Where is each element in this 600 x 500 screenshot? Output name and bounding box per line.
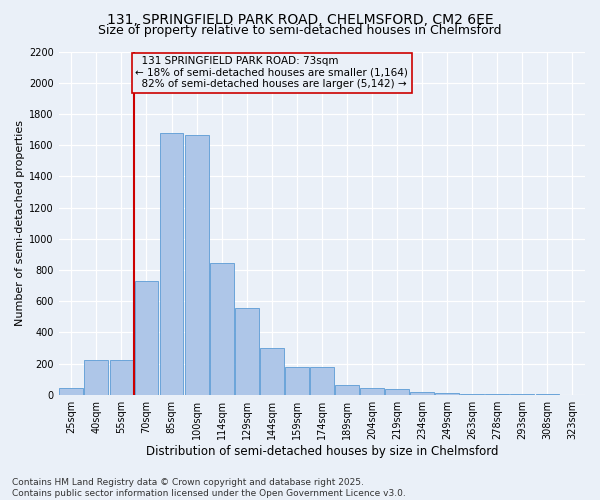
Bar bbox=[160, 132, 184, 394]
Text: 131, SPRINGFIELD PARK ROAD, CHELMSFORD, CM2 6EE: 131, SPRINGFIELD PARK ROAD, CHELMSFORD, … bbox=[107, 12, 493, 26]
Bar bbox=[210, 263, 233, 394]
Bar bbox=[85, 360, 108, 394]
Bar bbox=[335, 384, 359, 394]
Text: 131 SPRINGFIELD PARK ROAD: 73sqm
← 18% of semi-detached houses are smaller (1,16: 131 SPRINGFIELD PARK ROAD: 73sqm ← 18% o… bbox=[135, 56, 408, 90]
Bar bbox=[235, 308, 259, 394]
Bar bbox=[385, 389, 409, 394]
Text: Size of property relative to semi-detached houses in Chelmsford: Size of property relative to semi-detach… bbox=[98, 24, 502, 37]
Y-axis label: Number of semi-detached properties: Number of semi-detached properties bbox=[15, 120, 25, 326]
Bar bbox=[285, 366, 309, 394]
Bar bbox=[310, 366, 334, 394]
Bar bbox=[410, 392, 434, 394]
Bar bbox=[435, 393, 459, 394]
Bar bbox=[134, 281, 158, 394]
Bar bbox=[360, 388, 384, 394]
Text: Contains HM Land Registry data © Crown copyright and database right 2025.
Contai: Contains HM Land Registry data © Crown c… bbox=[12, 478, 406, 498]
X-axis label: Distribution of semi-detached houses by size in Chelmsford: Distribution of semi-detached houses by … bbox=[146, 444, 498, 458]
Bar bbox=[185, 135, 209, 394]
Bar bbox=[260, 348, 284, 395]
Bar bbox=[59, 388, 83, 394]
Bar bbox=[110, 360, 133, 394]
